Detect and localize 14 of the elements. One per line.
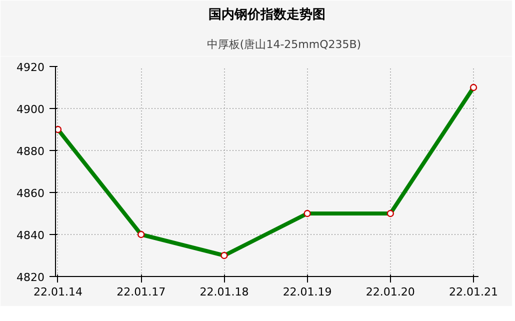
- y-tick-label: 4880: [16, 145, 45, 158]
- y-tick-label: 4860: [16, 187, 45, 200]
- text: 中厚板(唐山14-25mmQ235B): [206, 36, 362, 52]
- y-tick-label: 4820: [16, 271, 45, 284]
- y-tick-label: 4900: [16, 103, 45, 116]
- x-tick-label: 22.01.18: [200, 286, 249, 298]
- y-tick-label: 4840: [16, 229, 45, 242]
- chart-title: 国内钢价指数走势图: [208, 6, 326, 22]
- x-tick-label: 22.01.17: [116, 286, 166, 298]
- x-tick-label: 22.01.14: [34, 286, 82, 298]
- x-tick-label: 22.01.19: [282, 286, 332, 298]
- x-tick-label: 22.01.21: [449, 286, 498, 298]
- x-tick-label: 22.01.20: [366, 286, 415, 298]
- y-tick-label: 4920: [16, 61, 45, 74]
